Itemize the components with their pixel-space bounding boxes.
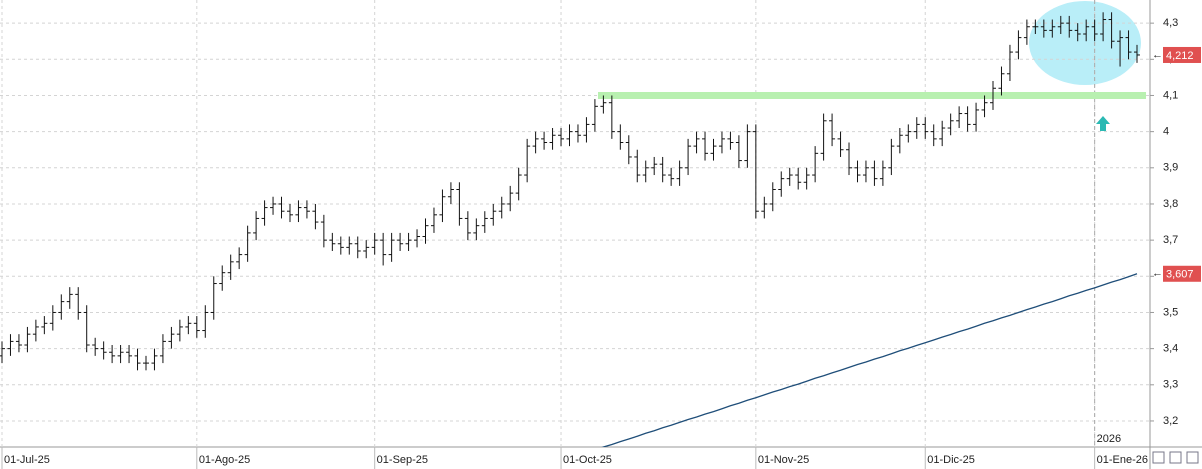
price-label-arrow: ← <box>1152 49 1163 61</box>
icon[interactable] <box>1186 451 1199 464</box>
y-tick-label: 4 <box>1163 126 1169 138</box>
y-tick-label: 3,7 <box>1163 234 1178 246</box>
y-tick-label: 3,8 <box>1163 198 1178 210</box>
x-tick-label: 01-Sep-25 <box>377 454 428 466</box>
toolbar-icons <box>1152 451 1199 464</box>
icon[interactable] <box>1169 451 1182 464</box>
y-tick-label: 4,3 <box>1163 17 1178 29</box>
y-tick-label: 3,4 <box>1163 343 1178 355</box>
price-label: 3,607 <box>1166 269 1194 281</box>
moving-average <box>601 273 1138 447</box>
icon[interactable] <box>1152 451 1165 464</box>
price-label-arrow: ← <box>1152 268 1163 280</box>
x-tick-label: 01-Nov-25 <box>758 454 809 466</box>
highlight-ellipse <box>1029 1 1141 85</box>
y-tick-label: 3,3 <box>1163 379 1178 391</box>
arrow-icon <box>1096 116 1110 131</box>
x-tick-label: 01-Oct-25 <box>563 454 612 466</box>
x-tick-label: 01-Ago-25 <box>199 454 250 466</box>
price-label-box <box>1163 46 1201 63</box>
y-tick-label: 3,9 <box>1163 162 1178 174</box>
x-tick-label: 01-Dic-25 <box>927 454 975 466</box>
price-label: 4,212 <box>1166 50 1194 62</box>
y-tick-label: 3,2 <box>1163 415 1178 427</box>
price-label-box <box>1163 265 1201 282</box>
y-tick-label: 3,5 <box>1163 306 1178 318</box>
x-tick-label: 01-Ene-26 <box>1097 454 1148 466</box>
x-tick-label: 01-Jul-25 <box>4 454 50 466</box>
plot-area <box>0 0 1150 447</box>
year-label: 2026 <box>1097 433 1121 445</box>
y-tick-label: 4,1 <box>1163 89 1178 101</box>
